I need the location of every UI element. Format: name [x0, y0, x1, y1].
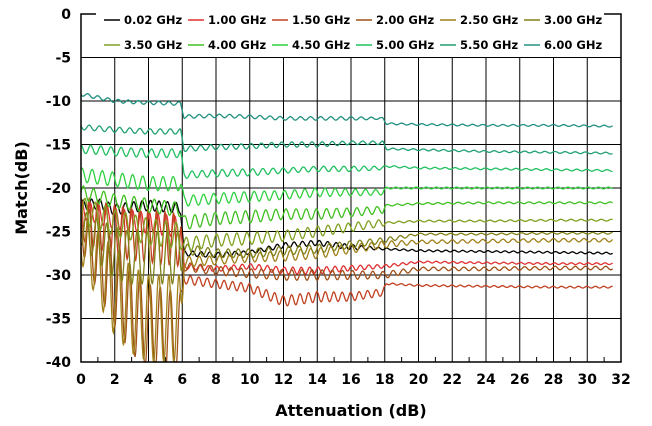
series-lines: [80, 93, 614, 363]
legend-label: 4.00 GHz: [208, 38, 266, 52]
series-line: [80, 167, 613, 207]
series-line: [80, 185, 613, 230]
x-tick-label: 24: [476, 372, 496, 388]
x-tick-label: 22: [443, 372, 462, 388]
series-line: [80, 144, 613, 180]
legend: 0.02 GHz 1.00 GHz 1.50 GHz 2.00 GHz 2.50 GHz…: [96, 9, 604, 57]
y-tick-labels: 0 -5 -10 -15 -20 -25 -30 -35 -40: [46, 7, 72, 371]
y-tick-label: -25: [46, 225, 71, 241]
x-tick-label: 14: [308, 372, 328, 388]
legend-label: 5.00 GHz: [376, 38, 434, 52]
legend-box: [96, 9, 604, 57]
x-tick-labels: 0 2 4 6 8 10 12 14 16 18 20 22 24 26 28 30 32: [76, 372, 631, 388]
legend-label: 4.50 GHz: [292, 38, 350, 52]
series-line: [80, 211, 613, 285]
series-line: [80, 197, 613, 252]
x-tick-label: 30: [578, 372, 598, 388]
y-axis-title: Match(dB): [12, 141, 31, 235]
series-line: [80, 217, 614, 363]
x-tick-label: 4: [144, 372, 154, 388]
legend-label: 1.00 GHz: [208, 13, 266, 27]
legend-label: 6.00 GHz: [544, 38, 602, 52]
series-line: [80, 93, 613, 128]
series-line: [80, 196, 613, 307]
y-tick-label: -10: [46, 94, 72, 110]
y-tick-label: -15: [46, 138, 71, 154]
y-tick-label: -35: [46, 312, 71, 328]
series-line: [80, 200, 613, 275]
x-tick-label: 32: [611, 372, 630, 388]
legend-label: 5.50 GHz: [460, 38, 518, 52]
x-tick-label: 26: [510, 372, 529, 388]
x-tick-label: 10: [240, 372, 260, 388]
legend-label: 2.50 GHz: [460, 13, 518, 27]
x-tick-label: 8: [211, 372, 221, 388]
x-tick-label: 0: [76, 372, 86, 388]
legend-label: 0.02 GHz: [124, 13, 182, 27]
y-tick-label: -40: [46, 355, 72, 371]
x-tick-label: 18: [375, 372, 394, 388]
legend-label: 2.00 GHz: [376, 13, 434, 27]
x-tick-label: 20: [409, 372, 429, 388]
x-tick-label: 28: [544, 372, 563, 388]
y-tick-label: -30: [46, 268, 72, 284]
y-tick-label: -20: [46, 181, 72, 197]
legend-label: 3.50 GHz: [124, 38, 182, 52]
y-tick-label: 0: [61, 7, 71, 23]
legend-label: 3.00 GHz: [544, 13, 602, 27]
x-tick-label: 6: [177, 372, 187, 388]
x-axis-title: Attenuation (dB): [275, 401, 426, 420]
x-tick-label: 16: [341, 372, 360, 388]
x-tick-label: 12: [274, 372, 293, 388]
x-tick-label: 2: [110, 372, 120, 388]
series-line: [80, 124, 613, 155]
series-line: [80, 207, 614, 363]
legend-label: 1.50 GHz: [292, 13, 350, 27]
y-tick-label: -5: [55, 51, 71, 67]
